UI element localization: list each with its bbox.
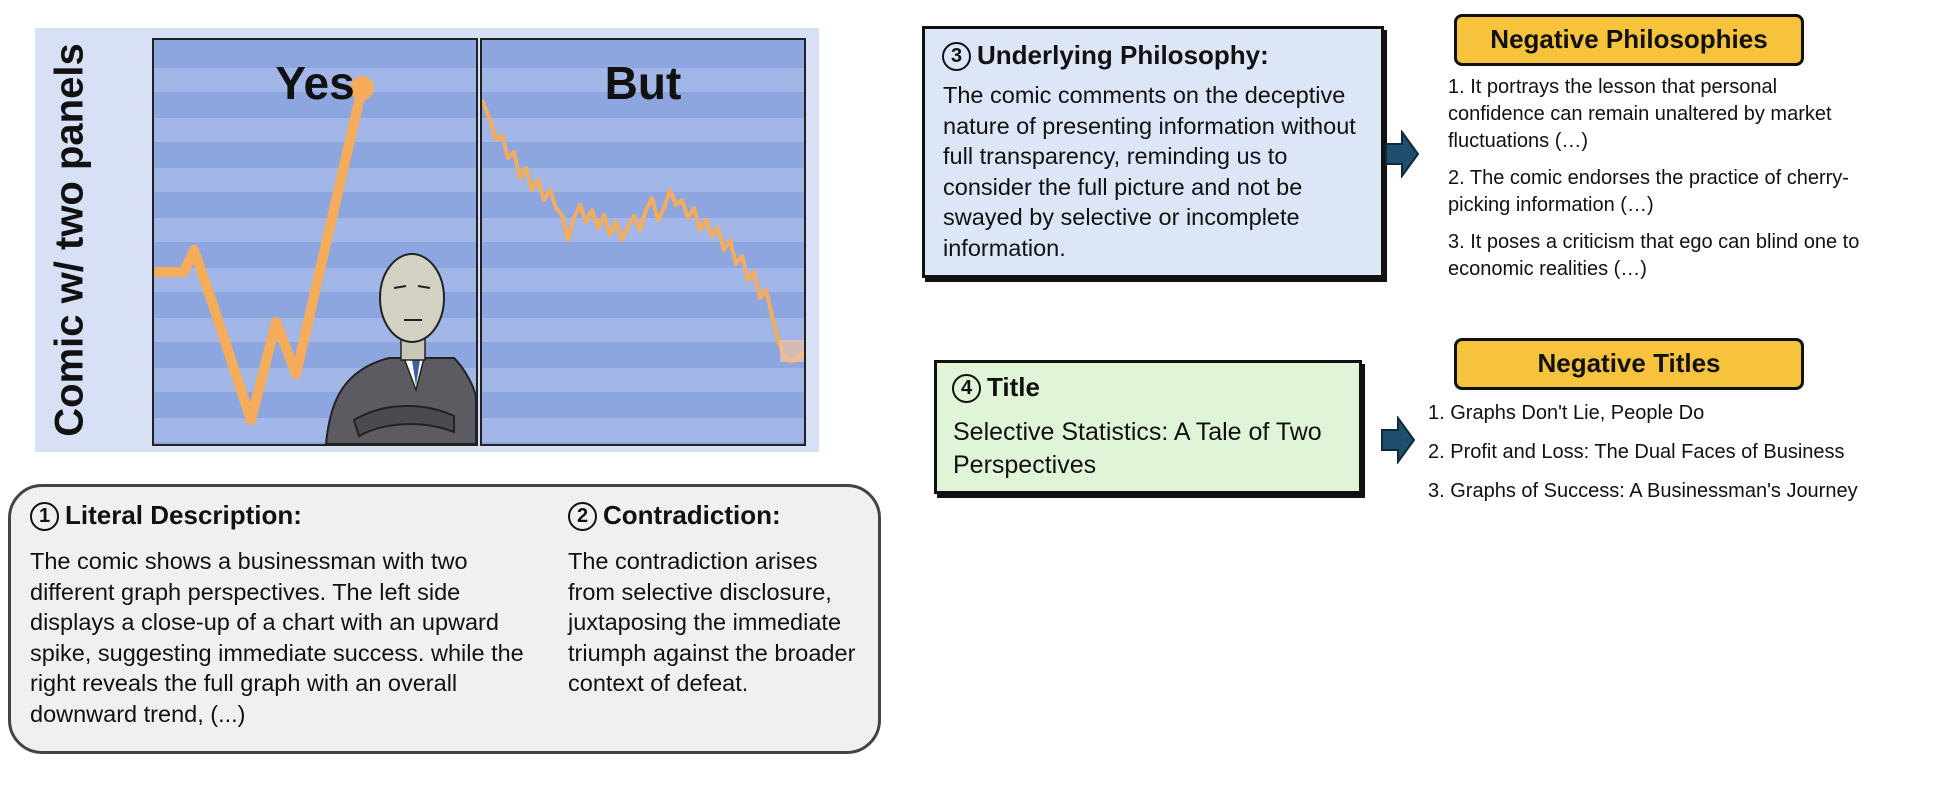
- negative-philosophies-list: 1. It portrays the lesson that personal …: [1448, 74, 1868, 283]
- literal-body: The comic shows a businessman with two d…: [30, 548, 524, 727]
- comic-side-label: Comic w/ two panels: [35, 28, 105, 452]
- businessman-figure: [324, 253, 476, 444]
- contradiction-heading: 2 Contradiction:: [568, 500, 781, 531]
- negative-philosophy-item: 1. It portrays the lesson that personal …: [1448, 76, 1832, 152]
- negative-titles-badge: Negative Titles: [1454, 338, 1804, 390]
- panel-yes-title: Yes: [275, 57, 355, 109]
- title-heading-text: Title: [987, 372, 1040, 402]
- panel-yes-illustration: [154, 40, 476, 444]
- number-4-badge: 4: [952, 374, 981, 403]
- comic-side-label-text: Comic w/ two panels: [47, 43, 92, 437]
- title-body: Selective Statistics: A Tale of Two Pers…: [953, 418, 1322, 479]
- graph-end-marker: [780, 340, 804, 362]
- panel-but-title: But: [604, 57, 682, 109]
- rising-graph-line: [154, 86, 367, 425]
- title-box: [934, 360, 1362, 494]
- negative-title-item: 1. Graphs Don't Lie, People Do: [1428, 402, 1705, 424]
- graph-peak-dot: [350, 76, 374, 100]
- contradiction-heading-text: Contradiction:: [603, 500, 781, 530]
- philosophy-heading: 3 Underlying Philosophy:: [942, 40, 1269, 71]
- negative-philosophy-item: 3. It poses a criticism that ego can bli…: [1448, 231, 1860, 280]
- philosophy-heading-text: Underlying Philosophy:: [977, 40, 1269, 70]
- literal-heading-text: Literal Description:: [65, 500, 302, 530]
- falling-graph-line: [482, 99, 804, 364]
- arrow-right-icon: [1381, 416, 1416, 464]
- contradiction-body: The contradiction arises from selective …: [568, 548, 856, 696]
- arrow-right-icon: [1385, 130, 1420, 178]
- negative-philosophies-badge: Negative Philosophies: [1454, 14, 1804, 66]
- number-1-badge: 1: [30, 502, 59, 531]
- number-3-badge: 3: [942, 42, 971, 71]
- negative-titles-list: 1. Graphs Don't Lie, People Do 2. Profit…: [1428, 400, 1878, 505]
- number-2-badge: 2: [568, 502, 597, 531]
- title-heading: 4 Title: [952, 372, 1040, 403]
- comic-panel-yes: Yes: [152, 38, 478, 446]
- negative-philosophy-item: 2. The comic endorses the practice of ch…: [1448, 167, 1849, 216]
- philosophy-box: [922, 26, 1384, 278]
- philosophy-body: The comic comments on the deceptive natu…: [943, 82, 1356, 261]
- negative-title-item: 2. Profit and Loss: The Dual Faces of Bu…: [1428, 441, 1845, 463]
- literal-heading: 1 Literal Description:: [30, 500, 302, 531]
- panel-but-illustration: [482, 40, 804, 444]
- description-box: [8, 484, 881, 754]
- negative-title-item: 3. Graphs of Success: A Businessman's Jo…: [1428, 480, 1858, 502]
- comic-panel-but: But: [480, 38, 806, 446]
